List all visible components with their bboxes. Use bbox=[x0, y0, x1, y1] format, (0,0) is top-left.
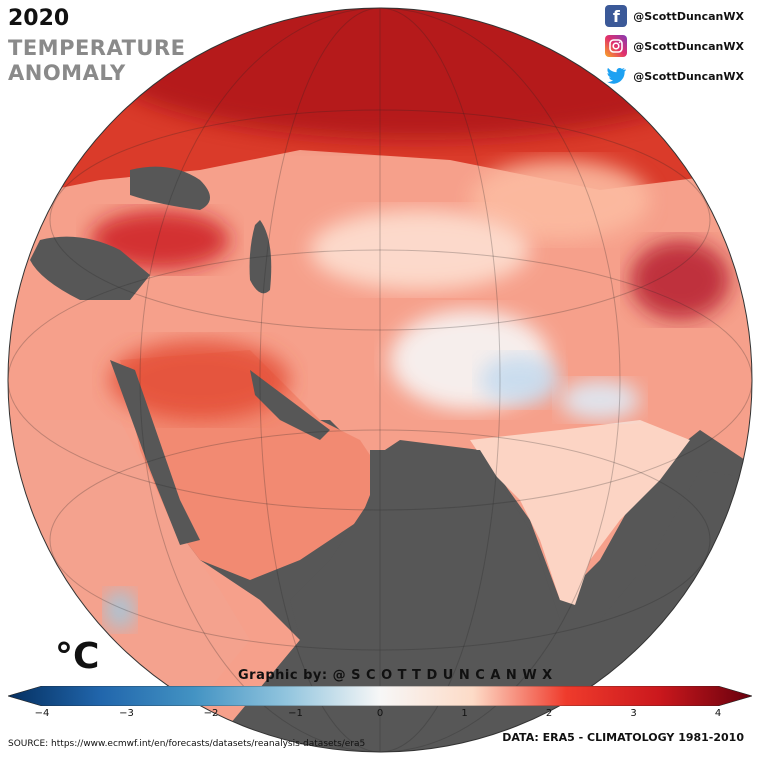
caspian-sea bbox=[249, 220, 272, 294]
black-sea bbox=[130, 166, 210, 210]
persian-gulf bbox=[250, 370, 330, 440]
data-note: DATA: ERA5 - CLIMATOLOGY 1981-2010 bbox=[502, 731, 744, 744]
colorbar-tick-label: 4 bbox=[714, 708, 722, 719]
instagram-link[interactable]: @ScottDuncanWX bbox=[605, 33, 744, 59]
colorbar-tick-label: 2 bbox=[545, 708, 553, 719]
colorbar-tick-label: −4 bbox=[34, 708, 50, 719]
colorbar-tick-label: −3 bbox=[119, 708, 134, 719]
colorbar-gradient bbox=[8, 686, 752, 706]
instagram-handle: @ScottDuncanWX bbox=[633, 39, 744, 53]
red-sea bbox=[110, 360, 200, 545]
colorbar-tick-label: −2 bbox=[203, 708, 219, 719]
graticule bbox=[8, 8, 752, 752]
colorbar-tick-label: −1 bbox=[288, 708, 303, 719]
source-note: SOURCE: https://www.ecmwf.int/en/forecas… bbox=[8, 739, 366, 749]
year-label: 2020 bbox=[8, 6, 70, 31]
facebook-icon: f bbox=[605, 5, 628, 27]
title-line-2: ANOMALY bbox=[8, 61, 126, 85]
colorbar-tick-label: 1 bbox=[461, 708, 468, 719]
title-line-1: TEMPERATURE bbox=[8, 36, 186, 60]
colorbar-tick-label: 0 bbox=[376, 708, 384, 719]
india-land bbox=[470, 420, 690, 605]
mediterranean-sea bbox=[30, 236, 150, 300]
twitter-icon bbox=[605, 65, 627, 87]
unit-label: °C bbox=[55, 636, 100, 677]
colorbar bbox=[8, 686, 752, 706]
map-title: TEMPERATURE ANOMALY bbox=[8, 36, 186, 86]
twitter-link[interactable]: @ScottDuncanWX bbox=[605, 63, 744, 89]
facebook-link[interactable]: f @ScottDuncanWX bbox=[605, 3, 744, 29]
globe-outline bbox=[7, 7, 753, 753]
graphic-credit: Graphic by: @ S C O T T D U N C A N W X bbox=[238, 668, 553, 683]
colorbar-tick-label: 3 bbox=[630, 708, 637, 719]
instagram-icon bbox=[605, 35, 628, 57]
facebook-handle: @ScottDuncanWX bbox=[633, 9, 744, 23]
twitter-handle: @ScottDuncanWX bbox=[633, 69, 744, 83]
